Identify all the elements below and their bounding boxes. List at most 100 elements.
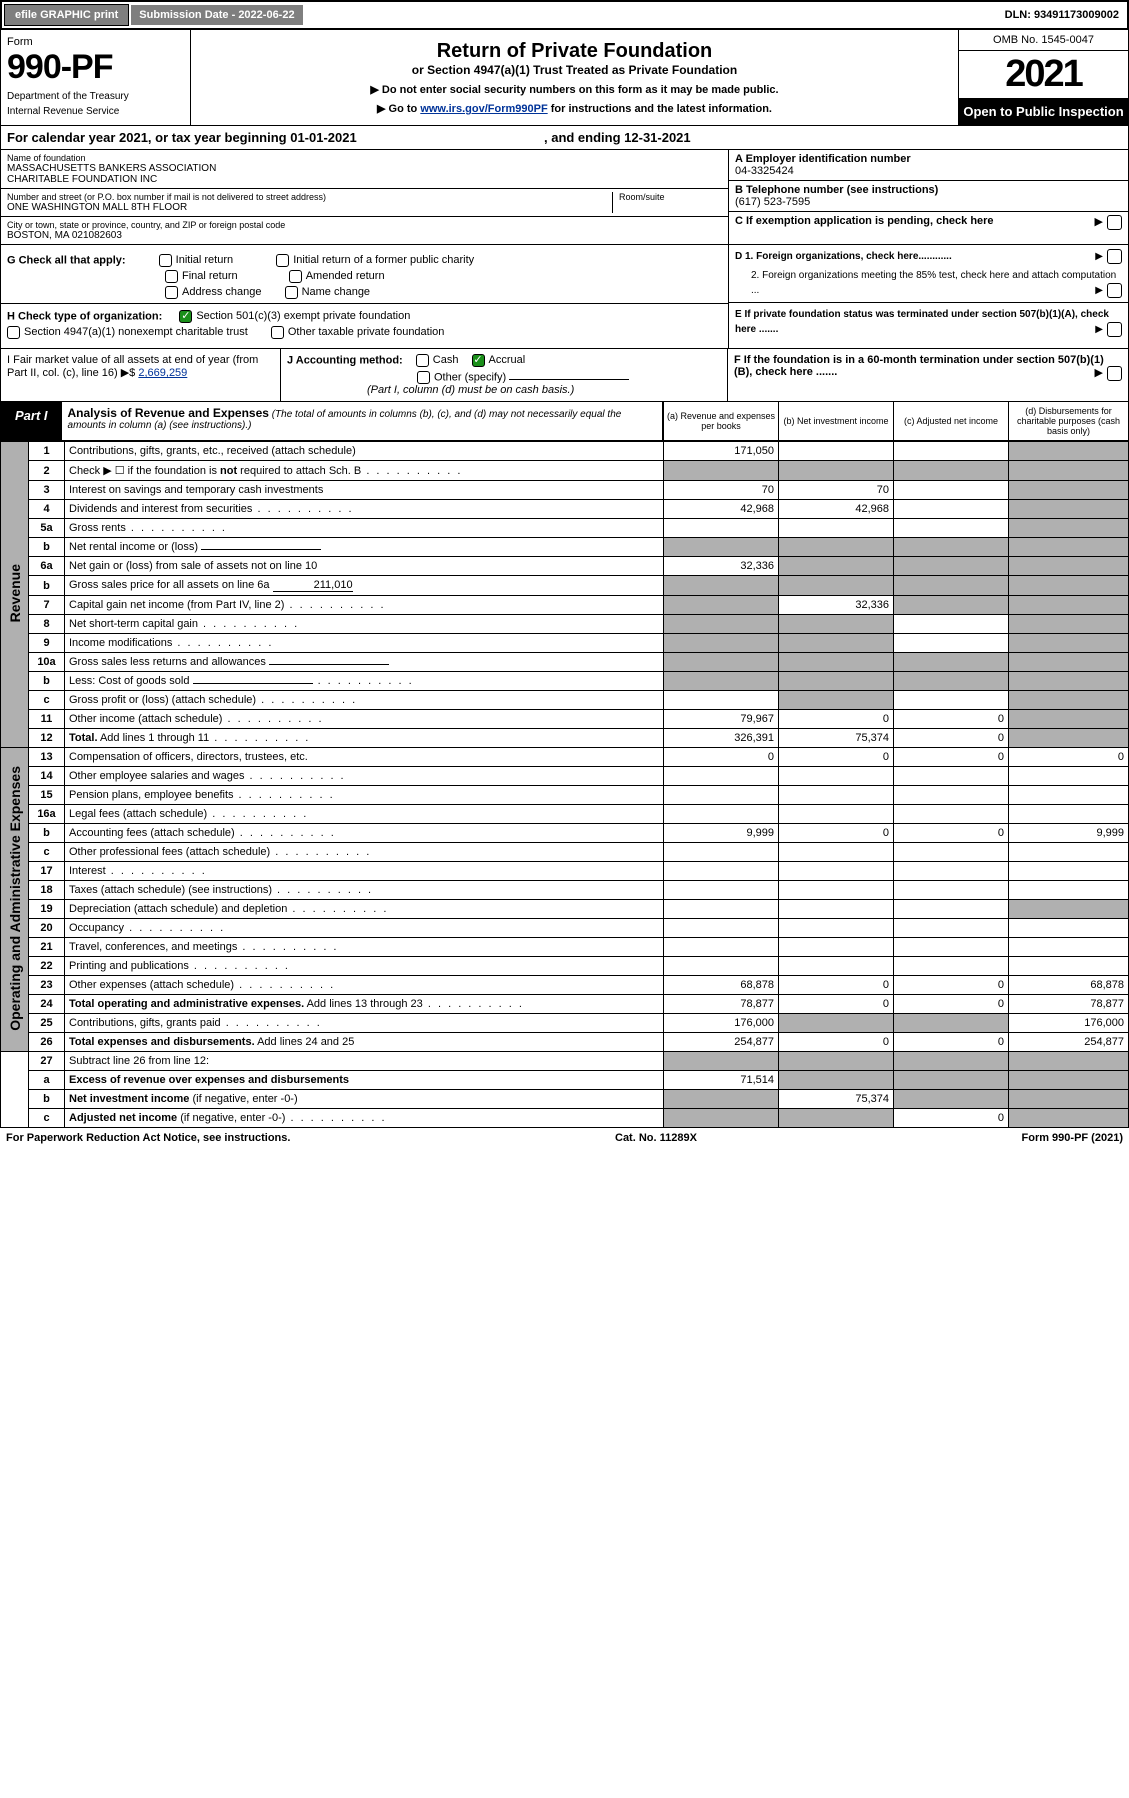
line-desc: Net short-term capital gain	[65, 615, 664, 634]
cb-accrual[interactable]	[472, 354, 485, 367]
form-ref: Form 990-PF (2021)	[1022, 1132, 1123, 1144]
cb-initial-former[interactable]	[276, 254, 289, 267]
amt-cell: 0	[894, 1109, 1009, 1128]
line-num: a	[29, 1071, 65, 1090]
cb-amended[interactable]	[289, 270, 302, 283]
amt-cell	[894, 900, 1009, 919]
f-checkbox[interactable]	[1107, 366, 1122, 381]
cb-address-change[interactable]	[165, 286, 178, 299]
amt-cell	[664, 538, 779, 557]
amt-cell	[664, 881, 779, 900]
line-desc: Contributions, gifts, grants, etc., rece…	[65, 442, 664, 461]
e-checkbox[interactable]	[1107, 322, 1122, 337]
amt-cell	[1009, 538, 1129, 557]
col-c-hdr: (c) Adjusted net income	[893, 402, 1008, 440]
line-num: 7	[29, 596, 65, 615]
line-desc: Gross sales less returns and allowances	[65, 653, 664, 672]
cb-cash[interactable]	[416, 354, 429, 367]
line-num: c	[29, 691, 65, 710]
amt-cell	[1009, 596, 1129, 615]
amt-cell	[664, 900, 779, 919]
amt-cell	[779, 786, 894, 805]
cb-4947[interactable]	[7, 326, 20, 339]
amt-cell: 32,336	[664, 557, 779, 576]
analysis-table: Revenue1Contributions, gifts, grants, et…	[0, 441, 1129, 1128]
amt-cell	[779, 672, 894, 691]
amt-cell	[779, 1071, 894, 1090]
amt-cell: 71,514	[664, 1071, 779, 1090]
amt-cell	[1009, 557, 1129, 576]
cb-other-method[interactable]	[417, 371, 430, 384]
amt-cell	[1009, 519, 1129, 538]
line-num: 10a	[29, 653, 65, 672]
line-num: 23	[29, 976, 65, 995]
line-desc: Other expenses (attach schedule)	[65, 976, 664, 995]
amt-cell	[779, 1052, 894, 1071]
line-desc: Contributions, gifts, grants paid	[65, 1014, 664, 1033]
irs-label: Internal Revenue Service	[7, 106, 184, 117]
amt-cell	[779, 615, 894, 634]
amt-cell	[894, 938, 1009, 957]
opt-amended: Amended return	[306, 270, 385, 282]
opt-initial-former: Initial return of a former public charit…	[293, 254, 474, 266]
opt-initial: Initial return	[176, 254, 233, 266]
street-address: ONE WASHINGTON MALL 8TH FLOOR	[7, 202, 612, 213]
amt-cell	[894, 843, 1009, 862]
foundation-name-1: MASSACHUSETTS BANKERS ASSOCIATION	[7, 163, 722, 174]
d2-checkbox[interactable]	[1107, 283, 1122, 298]
cb-name-change[interactable]	[285, 286, 298, 299]
amt-cell: 0	[894, 995, 1009, 1014]
amt-cell: 0	[894, 729, 1009, 748]
line-desc: Gross profit or (loss) (attach schedule)	[65, 691, 664, 710]
amt-cell	[779, 691, 894, 710]
side-label: Revenue	[1, 442, 29, 748]
goto-pre: ▶ Go to	[377, 103, 420, 115]
line-desc: Accounting fees (attach schedule)	[65, 824, 664, 843]
amt-cell	[1009, 1109, 1129, 1128]
form-subtitle: or Section 4947(a)(1) Trust Treated as P…	[201, 63, 948, 77]
amt-cell	[894, 461, 1009, 481]
amt-cell	[664, 653, 779, 672]
cb-501c3[interactable]	[179, 310, 192, 323]
caly-end: , and ending 12-31-2021	[544, 130, 691, 145]
amt-cell	[779, 653, 894, 672]
opt-final: Final return	[182, 270, 238, 282]
i-arrow: ▶$	[121, 367, 136, 379]
e-label: E If private foundation status was termi…	[735, 309, 1109, 335]
dept-treasury: Department of the Treasury	[7, 91, 184, 102]
amt-cell	[894, 500, 1009, 519]
submission-date: Submission Date - 2022-06-22	[131, 5, 302, 25]
form-link[interactable]: www.irs.gov/Form990PF	[420, 103, 547, 115]
line-num: 14	[29, 767, 65, 786]
line-desc: Total. Add lines 1 through 11	[65, 729, 664, 748]
d1-checkbox[interactable]	[1107, 249, 1122, 264]
line-desc: Gross rents	[65, 519, 664, 538]
efile-btn[interactable]: efile GRAPHIC print	[4, 4, 129, 26]
page-footer: For Paperwork Reduction Act Notice, see …	[0, 1128, 1129, 1148]
amt-cell: 42,968	[664, 500, 779, 519]
exemption-checkbox[interactable]	[1107, 215, 1122, 230]
amt-cell: 326,391	[664, 729, 779, 748]
cb-initial-return[interactable]	[159, 254, 172, 267]
line-desc: Income modifications	[65, 634, 664, 653]
amt-cell	[1009, 653, 1129, 672]
fmv-link[interactable]: 2,669,259	[138, 367, 187, 379]
amt-cell: 176,000	[1009, 1014, 1129, 1033]
amt-cell	[894, 691, 1009, 710]
amt-cell	[1009, 767, 1129, 786]
cb-other-taxable[interactable]	[271, 326, 284, 339]
amt-cell	[664, 862, 779, 881]
cb-final-return[interactable]	[165, 270, 178, 283]
amt-cell: 0	[664, 748, 779, 767]
city-label: City or town, state or province, country…	[7, 220, 722, 230]
amt-cell	[779, 957, 894, 976]
amt-cell	[1009, 881, 1129, 900]
line-num: 21	[29, 938, 65, 957]
form-number: 990-PF	[7, 48, 184, 87]
goto-post: for instructions and the latest informat…	[548, 103, 772, 115]
amt-cell: 32,336	[779, 596, 894, 615]
amt-cell	[1009, 672, 1129, 691]
amt-cell: 0	[894, 824, 1009, 843]
amt-cell	[779, 862, 894, 881]
d1-label: D 1. Foreign organizations, check here..…	[735, 251, 952, 262]
